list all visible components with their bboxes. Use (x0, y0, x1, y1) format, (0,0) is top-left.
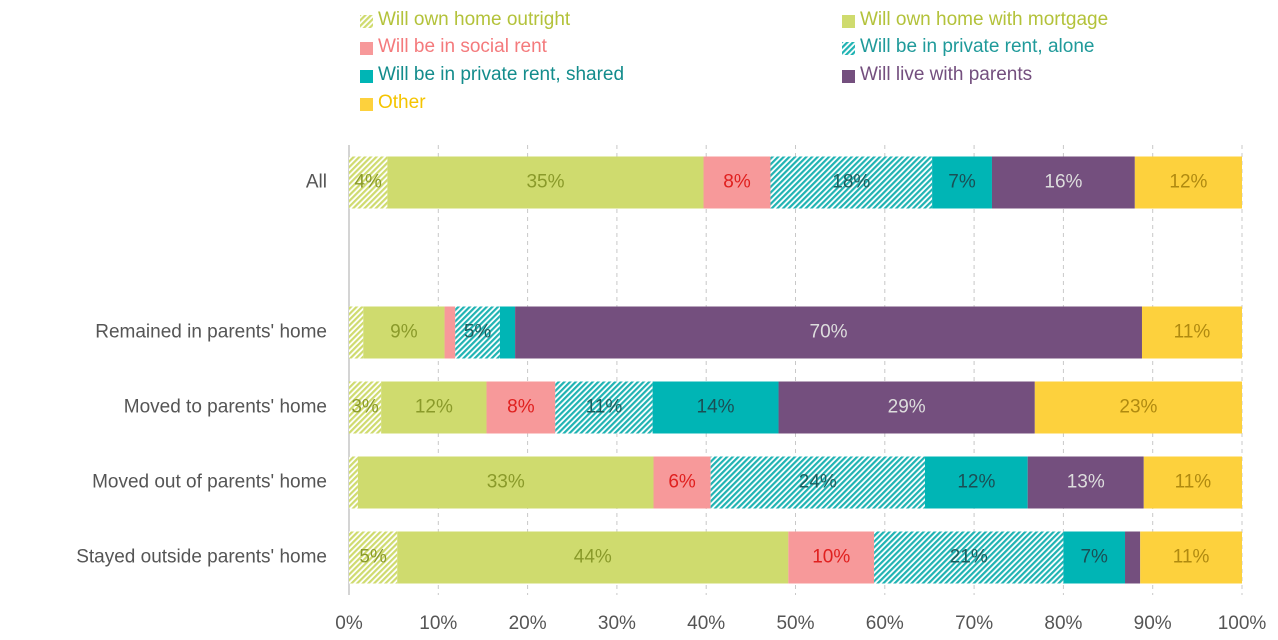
y-tick-label: Moved to parents' home (124, 397, 327, 418)
x-tick-label: 50% (776, 613, 814, 634)
bar-segment (349, 156, 388, 209)
legend-swatch (842, 15, 855, 28)
bar-segment (349, 456, 358, 509)
legend-label: Will be in private rent, alone (860, 36, 1094, 57)
legend-label: Will live with parents (860, 64, 1032, 85)
bar-segment (515, 306, 1142, 359)
bar-segment (932, 156, 992, 209)
bar-segment (1140, 531, 1242, 584)
bar-segment (652, 381, 779, 434)
bar-segment (349, 381, 382, 434)
bar-segment (788, 531, 875, 584)
bar-segment (363, 306, 445, 359)
y-tick-label: Stayed outside parents' home (76, 547, 327, 568)
x-tick-label: 20% (509, 613, 547, 634)
bar-segment (770, 156, 933, 209)
data-label: 5% (359, 547, 387, 568)
data-label: 18% (832, 172, 870, 193)
data-label: 24% (799, 472, 837, 493)
data-label: 5% (464, 322, 492, 343)
bar-segment (991, 156, 1135, 209)
legend-swatch (842, 42, 855, 55)
x-tick-label: 60% (866, 613, 904, 634)
data-label: 8% (723, 172, 751, 193)
legend-label: Will be in private rent, shared (378, 64, 624, 85)
data-label: 11% (1173, 547, 1210, 568)
legend-swatch (360, 98, 373, 111)
x-tick-label: 30% (598, 613, 636, 634)
data-label: 12% (957, 472, 995, 493)
legend-swatch (360, 42, 373, 55)
x-tick-label: 70% (955, 613, 993, 634)
data-label: 33% (487, 472, 525, 493)
data-label: 8% (507, 397, 535, 418)
bar-segment (397, 531, 789, 584)
bar-segment (444, 306, 456, 359)
x-tick-label: 90% (1134, 613, 1172, 634)
data-label: 12% (1169, 172, 1207, 193)
data-label: 3% (351, 397, 379, 418)
bar-segment (381, 381, 487, 434)
data-label: 44% (574, 547, 612, 568)
bar-segment (653, 456, 711, 509)
data-label: 16% (1044, 172, 1082, 193)
legend-swatch (842, 70, 855, 83)
bar-segment (1125, 531, 1141, 584)
data-label: 70% (810, 322, 848, 343)
data-label: 4% (354, 172, 382, 193)
bar-segment (703, 156, 771, 209)
data-label: 35% (526, 172, 564, 193)
data-label: 23% (1119, 397, 1157, 418)
bar-segment (349, 306, 364, 359)
bar-segment (1134, 156, 1242, 209)
bar-segment (924, 456, 1028, 509)
data-label: 11% (1175, 472, 1212, 493)
bar-segment (1063, 531, 1126, 584)
data-label: 7% (948, 172, 976, 193)
bar-segment (778, 381, 1035, 434)
y-tick-label: Remained in parents' home (95, 322, 327, 343)
bar-segment (499, 306, 516, 359)
bar-segment (710, 456, 925, 509)
data-label: 7% (1080, 547, 1108, 568)
data-label: 11% (586, 397, 623, 418)
x-tick-label: 10% (419, 613, 457, 634)
x-tick-label: 0% (335, 613, 363, 634)
bar-segment (486, 381, 556, 434)
y-tick-label: Moved out of parents' home (92, 472, 327, 493)
legend-swatch (360, 15, 373, 28)
data-label: 12% (415, 397, 453, 418)
bar-segment (555, 381, 653, 434)
bar-segment (387, 156, 704, 209)
bar-segment (357, 456, 654, 509)
legend-swatch (360, 70, 373, 83)
bar-segment (1143, 456, 1242, 509)
bar-segment (874, 531, 1064, 584)
legend-label: Will own home outright (378, 9, 571, 30)
data-label: 11% (1174, 322, 1211, 343)
data-label: 29% (888, 397, 926, 418)
bar-segment (349, 531, 398, 584)
x-tick-label: 80% (1044, 613, 1082, 634)
bar-segment (455, 306, 500, 359)
data-label: 10% (812, 547, 850, 568)
x-tick-label: 100% (1218, 613, 1267, 634)
y-tick-label: All (306, 172, 327, 193)
bar-segment (1141, 306, 1242, 359)
legend-label: Will own home with mortgage (860, 9, 1108, 30)
data-label: 21% (950, 547, 988, 568)
legend-label: Other (378, 92, 426, 113)
data-label: 9% (390, 322, 418, 343)
bar-segment (1027, 456, 1144, 509)
bar-segment (1034, 381, 1242, 434)
legend-label: Will be in social rent (378, 36, 548, 57)
data-label: 14% (697, 397, 735, 418)
x-tick-label: 40% (687, 613, 725, 634)
data-label: 13% (1067, 472, 1105, 493)
data-label: 6% (668, 472, 696, 493)
